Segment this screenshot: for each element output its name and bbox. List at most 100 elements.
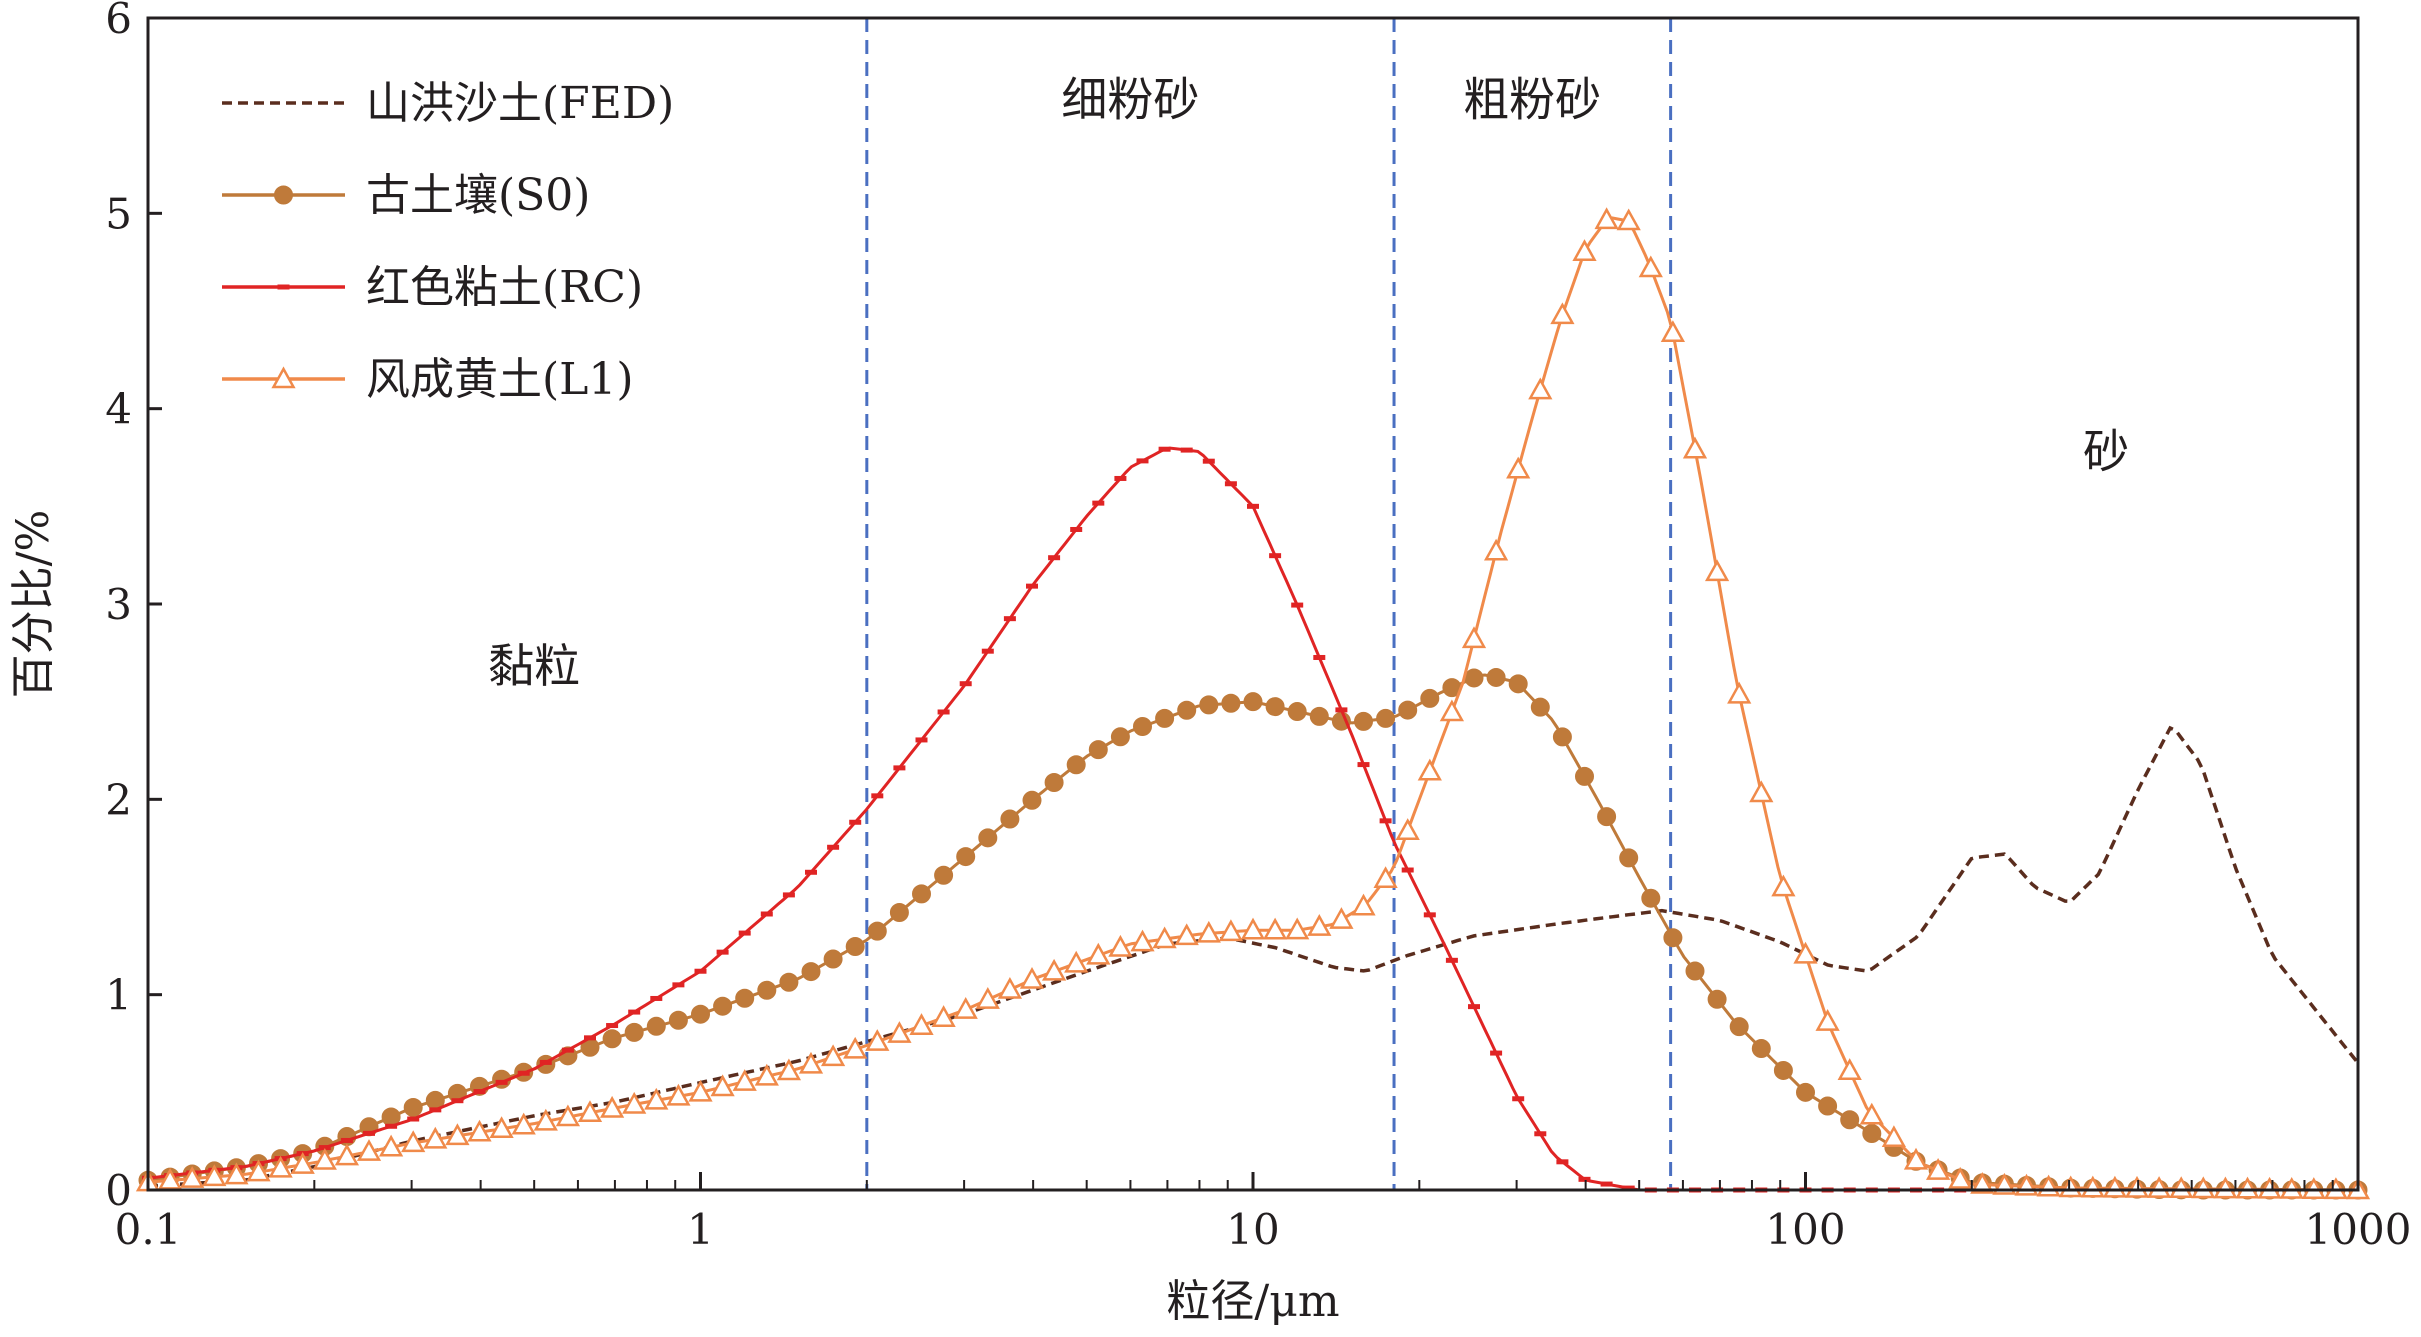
data-point <box>1530 697 1550 717</box>
legend-label: 山洪沙土(FED) <box>366 78 674 129</box>
data-point <box>1019 966 1045 989</box>
data-point <box>2191 1176 2216 1199</box>
data-point <box>2235 1176 2260 1199</box>
data-point <box>2213 1176 2238 1199</box>
data-point <box>1130 929 1155 952</box>
data-point <box>467 1119 492 1142</box>
data-point <box>599 1095 625 1118</box>
data-point <box>1041 958 1067 981</box>
legend-item: 山洪沙土(FED) <box>222 78 674 129</box>
data-point <box>1420 688 1440 708</box>
data-point <box>1110 727 1130 747</box>
data-point <box>1174 923 1199 946</box>
data-point <box>577 1100 603 1123</box>
data-point <box>1818 1096 1838 1116</box>
data-point <box>713 996 733 1016</box>
legend-label: 风成黄土(L1) <box>366 354 634 405</box>
data-point <box>668 1010 688 1030</box>
data-point <box>1638 255 1663 278</box>
data-point <box>1773 1060 1793 1080</box>
data-point <box>909 1013 934 1035</box>
data-point <box>820 1044 846 1067</box>
data-point <box>1262 917 1288 940</box>
data-point <box>1022 790 1042 810</box>
data-point <box>1439 699 1465 722</box>
data-point <box>1329 907 1354 929</box>
data-point <box>644 1087 669 1110</box>
data-point <box>157 1167 183 1190</box>
data-point <box>801 962 821 982</box>
data-point <box>1862 1123 1882 1143</box>
legend-label: 红色粘土(RC) <box>366 262 643 313</box>
data-point <box>1859 1102 1884 1125</box>
data-point <box>1155 708 1175 728</box>
data-point <box>274 185 293 205</box>
data-point <box>1066 755 1086 775</box>
region-label: 砂 <box>2083 424 2129 478</box>
x-axis-title: 粒径/μm <box>1166 1276 1339 1327</box>
data-point <box>1417 758 1442 781</box>
data-point <box>2102 1175 2128 1198</box>
data-point <box>1086 942 1111 965</box>
y-tick-label: 0 <box>105 1166 132 1215</box>
data-point <box>1354 711 1373 731</box>
data-point <box>1243 692 1263 712</box>
data-point <box>1751 1039 1771 1059</box>
data-point <box>401 1130 426 1153</box>
data-point <box>2146 1176 2172 1198</box>
data-point <box>1064 950 1089 973</box>
region-label: 粗粉砂 <box>1463 73 1601 127</box>
region-label: 细粉砂 <box>1061 73 1199 127</box>
region-boundaries <box>865 18 1673 1190</box>
data-point <box>666 1083 691 1106</box>
data-point <box>1641 888 1661 908</box>
data-point <box>1663 928 1683 948</box>
data-point <box>2080 1175 2105 1198</box>
legend-item: 古土壤(S0) <box>222 170 590 221</box>
data-point <box>691 1004 710 1024</box>
data-point <box>845 937 865 957</box>
data-point <box>1486 667 1506 687</box>
data-point <box>754 1063 779 1086</box>
data-point <box>1903 1147 1929 1170</box>
y-tick-label: 6 <box>105 0 132 43</box>
data-point <box>533 1108 558 1131</box>
data-point <box>180 1166 205 1188</box>
series-layer <box>135 207 2371 1200</box>
data-point <box>1376 708 1396 728</box>
data-point <box>1796 1082 1815 1102</box>
data-point <box>1133 717 1152 737</box>
data-point <box>1970 1171 1995 1194</box>
legend: 山洪沙土(FED) 古土壤(S0) 红色粘土(RC) 风成黄土(L1) <box>222 78 674 405</box>
y-tick-label: 3 <box>105 580 132 629</box>
data-point <box>271 366 296 389</box>
data-point <box>2257 1176 2282 1199</box>
x-tick-label: 1000 <box>2305 1205 2412 1254</box>
data-point <box>1619 848 1639 868</box>
y-tick-label: 1 <box>105 971 132 1020</box>
data-point <box>1594 207 1619 230</box>
data-point <box>224 1162 249 1185</box>
data-point <box>1771 874 1796 897</box>
legend-label: 古土壤(S0) <box>366 170 590 221</box>
data-point <box>1461 626 1487 649</box>
data-point <box>889 902 909 922</box>
y-tick-label: 2 <box>105 775 132 824</box>
data-point <box>823 949 843 969</box>
data-point <box>511 1112 536 1135</box>
data-point <box>1000 809 1020 829</box>
y-tick-label: 4 <box>105 385 132 434</box>
data-point <box>1152 926 1177 949</box>
data-point <box>865 1029 890 1051</box>
data-point <box>1528 377 1553 400</box>
data-point <box>2058 1175 2083 1198</box>
region-label: 黏粒 <box>488 639 580 693</box>
data-point <box>1707 989 1727 1009</box>
data-point <box>2169 1176 2194 1199</box>
x-tick-label: 10 <box>1226 1205 1279 1254</box>
data-point <box>735 988 755 1008</box>
data-point <box>688 1079 713 1102</box>
data-point <box>1240 917 1266 940</box>
data-point <box>779 972 799 992</box>
